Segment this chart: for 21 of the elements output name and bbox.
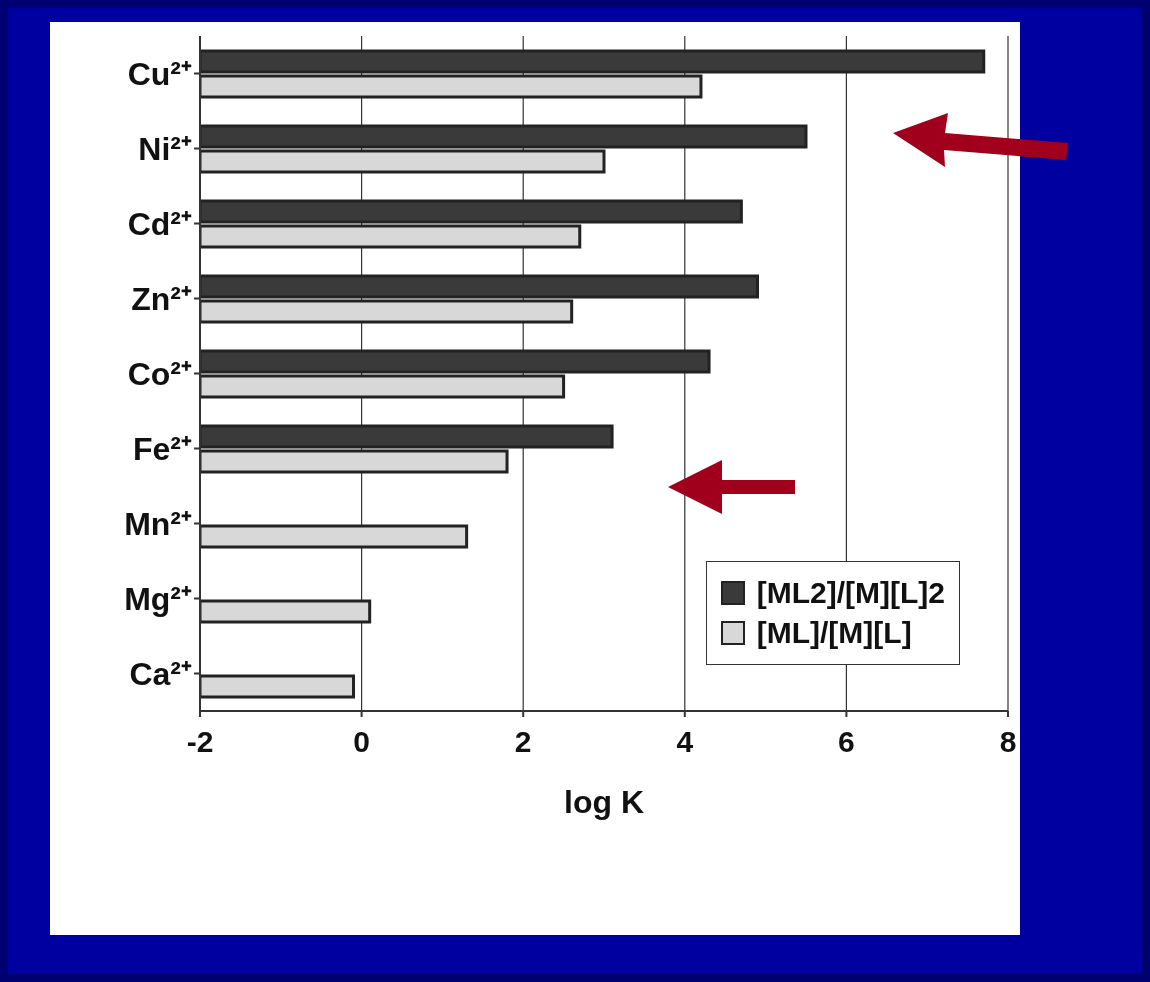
y-tick-label: Ca²⁺ <box>129 655 192 692</box>
bar <box>200 599 372 624</box>
bar <box>200 524 469 549</box>
x-tick-label: 6 <box>838 725 855 759</box>
y-tick-label: Mg²⁺ <box>124 580 192 617</box>
x-tick-label: 2 <box>514 725 532 759</box>
y-tick-label: Ni²⁺ <box>138 130 192 167</box>
y-tick-label: Mn²⁺ <box>124 505 192 542</box>
y-tick-label: Zn²⁺ <box>131 280 192 317</box>
x-tick-label: 0 <box>353 725 370 759</box>
legend-label: [ML]/[M][L] <box>755 616 913 650</box>
legend-label: [ML2]/[M][L]2 <box>755 576 945 610</box>
x-axis-title: log K <box>564 784 644 820</box>
x-tick-label: 4 <box>676 725 694 759</box>
x-tick-label: 8 <box>999 725 1017 759</box>
y-tick-label: Co²⁺ <box>127 355 192 392</box>
y-tick-label: Cu²⁺ <box>127 55 192 92</box>
y-tick-label: Cd²⁺ <box>127 205 192 242</box>
bar <box>200 674 356 699</box>
y-tick-label: Fe²⁺ <box>133 430 192 467</box>
x-tick-label: -2 <box>186 725 214 759</box>
